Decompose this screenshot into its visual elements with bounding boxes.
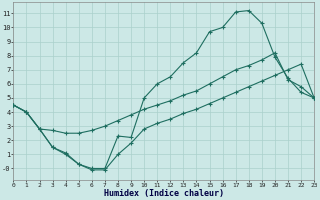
X-axis label: Humidex (Indice chaleur): Humidex (Indice chaleur): [104, 189, 224, 198]
